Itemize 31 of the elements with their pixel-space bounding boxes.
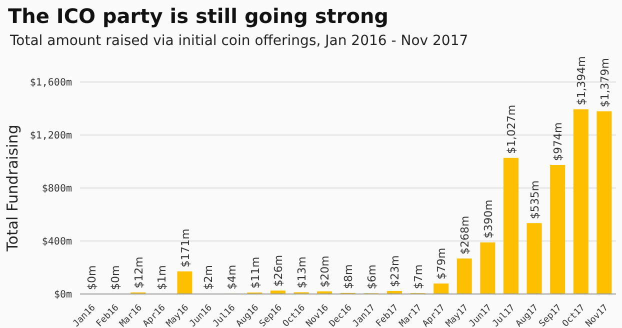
data-label: $12m [132,256,146,288]
data-label: $79m [435,248,448,280]
y-tick-label: $400m [42,236,72,248]
data-label: $1,027m [505,104,518,154]
data-label: $7m [412,264,425,290]
y-tick-label: $1,600m [30,78,72,89]
data-label: $0m [86,265,99,290]
chart-title: The ICO party is still going strong [8,4,388,28]
y-tick-label: $0m [54,290,72,301]
data-label: $171m [178,228,192,268]
y-tick-label: $1,200m [30,130,72,142]
data-label: $535m [528,180,542,220]
data-label: $6m [365,264,378,290]
data-label: $390m [482,200,495,238]
y-axis-title: Total Fundraising [3,124,22,252]
data-label: $1,379m [598,58,612,108]
data-label: $0m [108,265,122,290]
data-label: $20m [318,256,332,288]
data-label: $4m [225,264,238,290]
data-label: $268m [458,216,472,254]
data-label: $974m [552,122,565,161]
data-label: $11m [248,256,262,289]
chart-subtitle: Total amount raised via initial coin offerings, Jan 2016 - Nov 2017 [10,33,468,49]
data-label: $8m [342,264,355,289]
data-label: $1m [156,265,169,290]
y-tick-label: $800m [42,184,72,195]
data-label: $23m [388,255,402,287]
data-label: $2m [202,265,216,290]
data-label: $26m [272,254,286,287]
data-label: $13m [295,256,308,288]
data-label: $1,394m [575,56,588,106]
